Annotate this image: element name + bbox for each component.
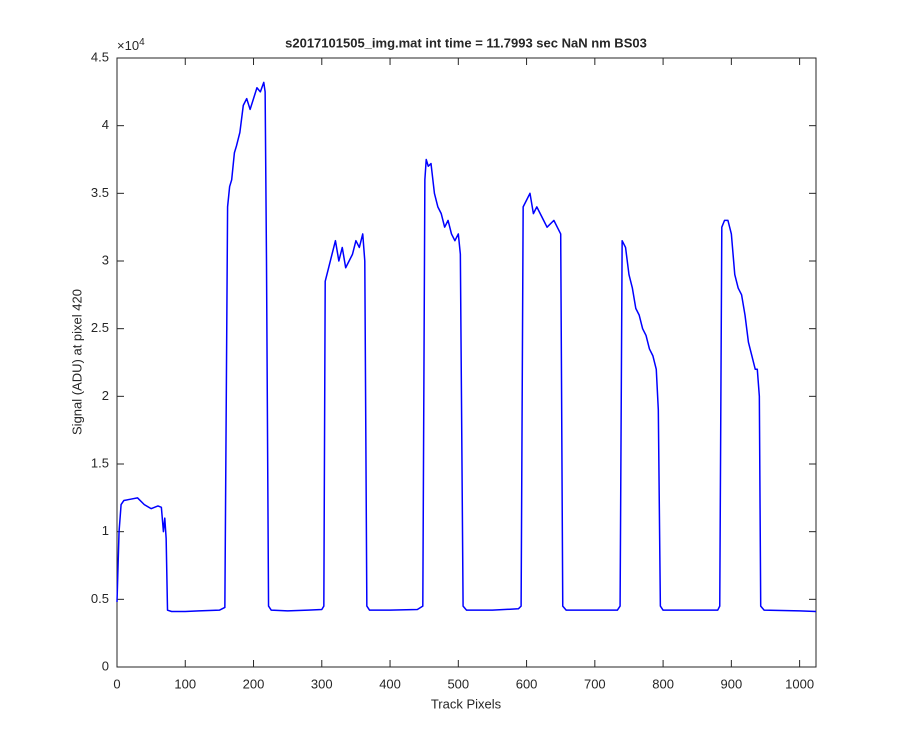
x-tick-label: 100 — [174, 676, 196, 691]
x-tick-label: 0 — [113, 676, 120, 691]
x-axis-label: Track Pixels — [431, 696, 502, 711]
y-tick-label: 4.5 — [91, 49, 109, 64]
x-tick-label: 400 — [379, 676, 401, 691]
y-tick-label: 2 — [102, 388, 109, 403]
chart-title: s2017101505_img.mat int time = 11.7993 s… — [285, 35, 647, 50]
y-tick-label: 0 — [102, 658, 109, 673]
x-tick-label: 600 — [516, 676, 538, 691]
x-tick-label: 700 — [584, 676, 606, 691]
x-tick-label: 200 — [243, 676, 265, 691]
y-tick-label: 0.5 — [91, 591, 109, 606]
y-multiplier-exponent: 4 — [139, 37, 145, 48]
y-tick-label: 3 — [102, 252, 109, 267]
y-tick-label: 1.5 — [91, 455, 109, 470]
y-tick-label: 1 — [102, 523, 109, 538]
y-multiplier: ×104 — [117, 37, 145, 54]
y-tick-label: 3.5 — [91, 185, 109, 200]
x-tick-label: 800 — [652, 676, 674, 691]
x-tick-label: 500 — [447, 676, 469, 691]
x-tick-label: 900 — [721, 676, 743, 691]
y-tick-label: 2.5 — [91, 320, 109, 335]
y-multiplier-base: ×10 — [117, 38, 139, 53]
axes-box — [116, 57, 817, 668]
x-tick-label: 1000 — [785, 676, 814, 691]
x-tick-label: 300 — [311, 676, 333, 691]
y-axis-label: Signal (ADU) at pixel 420 — [69, 289, 84, 435]
data-line — [116, 81, 817, 613]
y-tick-label: 4 — [102, 117, 109, 132]
